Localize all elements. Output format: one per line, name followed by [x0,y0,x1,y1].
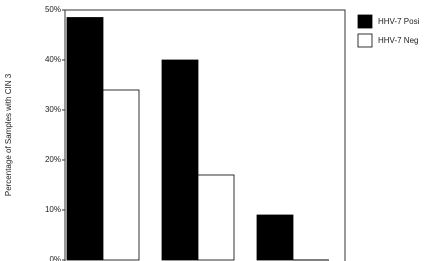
legend-swatch [357,33,373,48]
y-tick-label: 40% [45,55,61,64]
y-tick-label: 30% [45,105,61,114]
legend-label: HHV-7 Posi [378,17,420,26]
bar [66,17,104,261]
bar [256,214,294,261]
y-tick-label: 50% [45,5,61,14]
y-tick-label: 20% [45,155,61,164]
bar [102,89,140,261]
y-axis-label: Percentage of Samples with CIN 3 [4,73,13,196]
legend-label: HHV-7 Neg [378,36,418,45]
plot-frame [64,9,346,261]
y-tick-label: 0% [49,255,61,261]
y-tick-label: 10% [45,205,61,214]
bar [197,174,235,261]
legend-swatch [357,14,373,29]
bar [161,59,199,261]
